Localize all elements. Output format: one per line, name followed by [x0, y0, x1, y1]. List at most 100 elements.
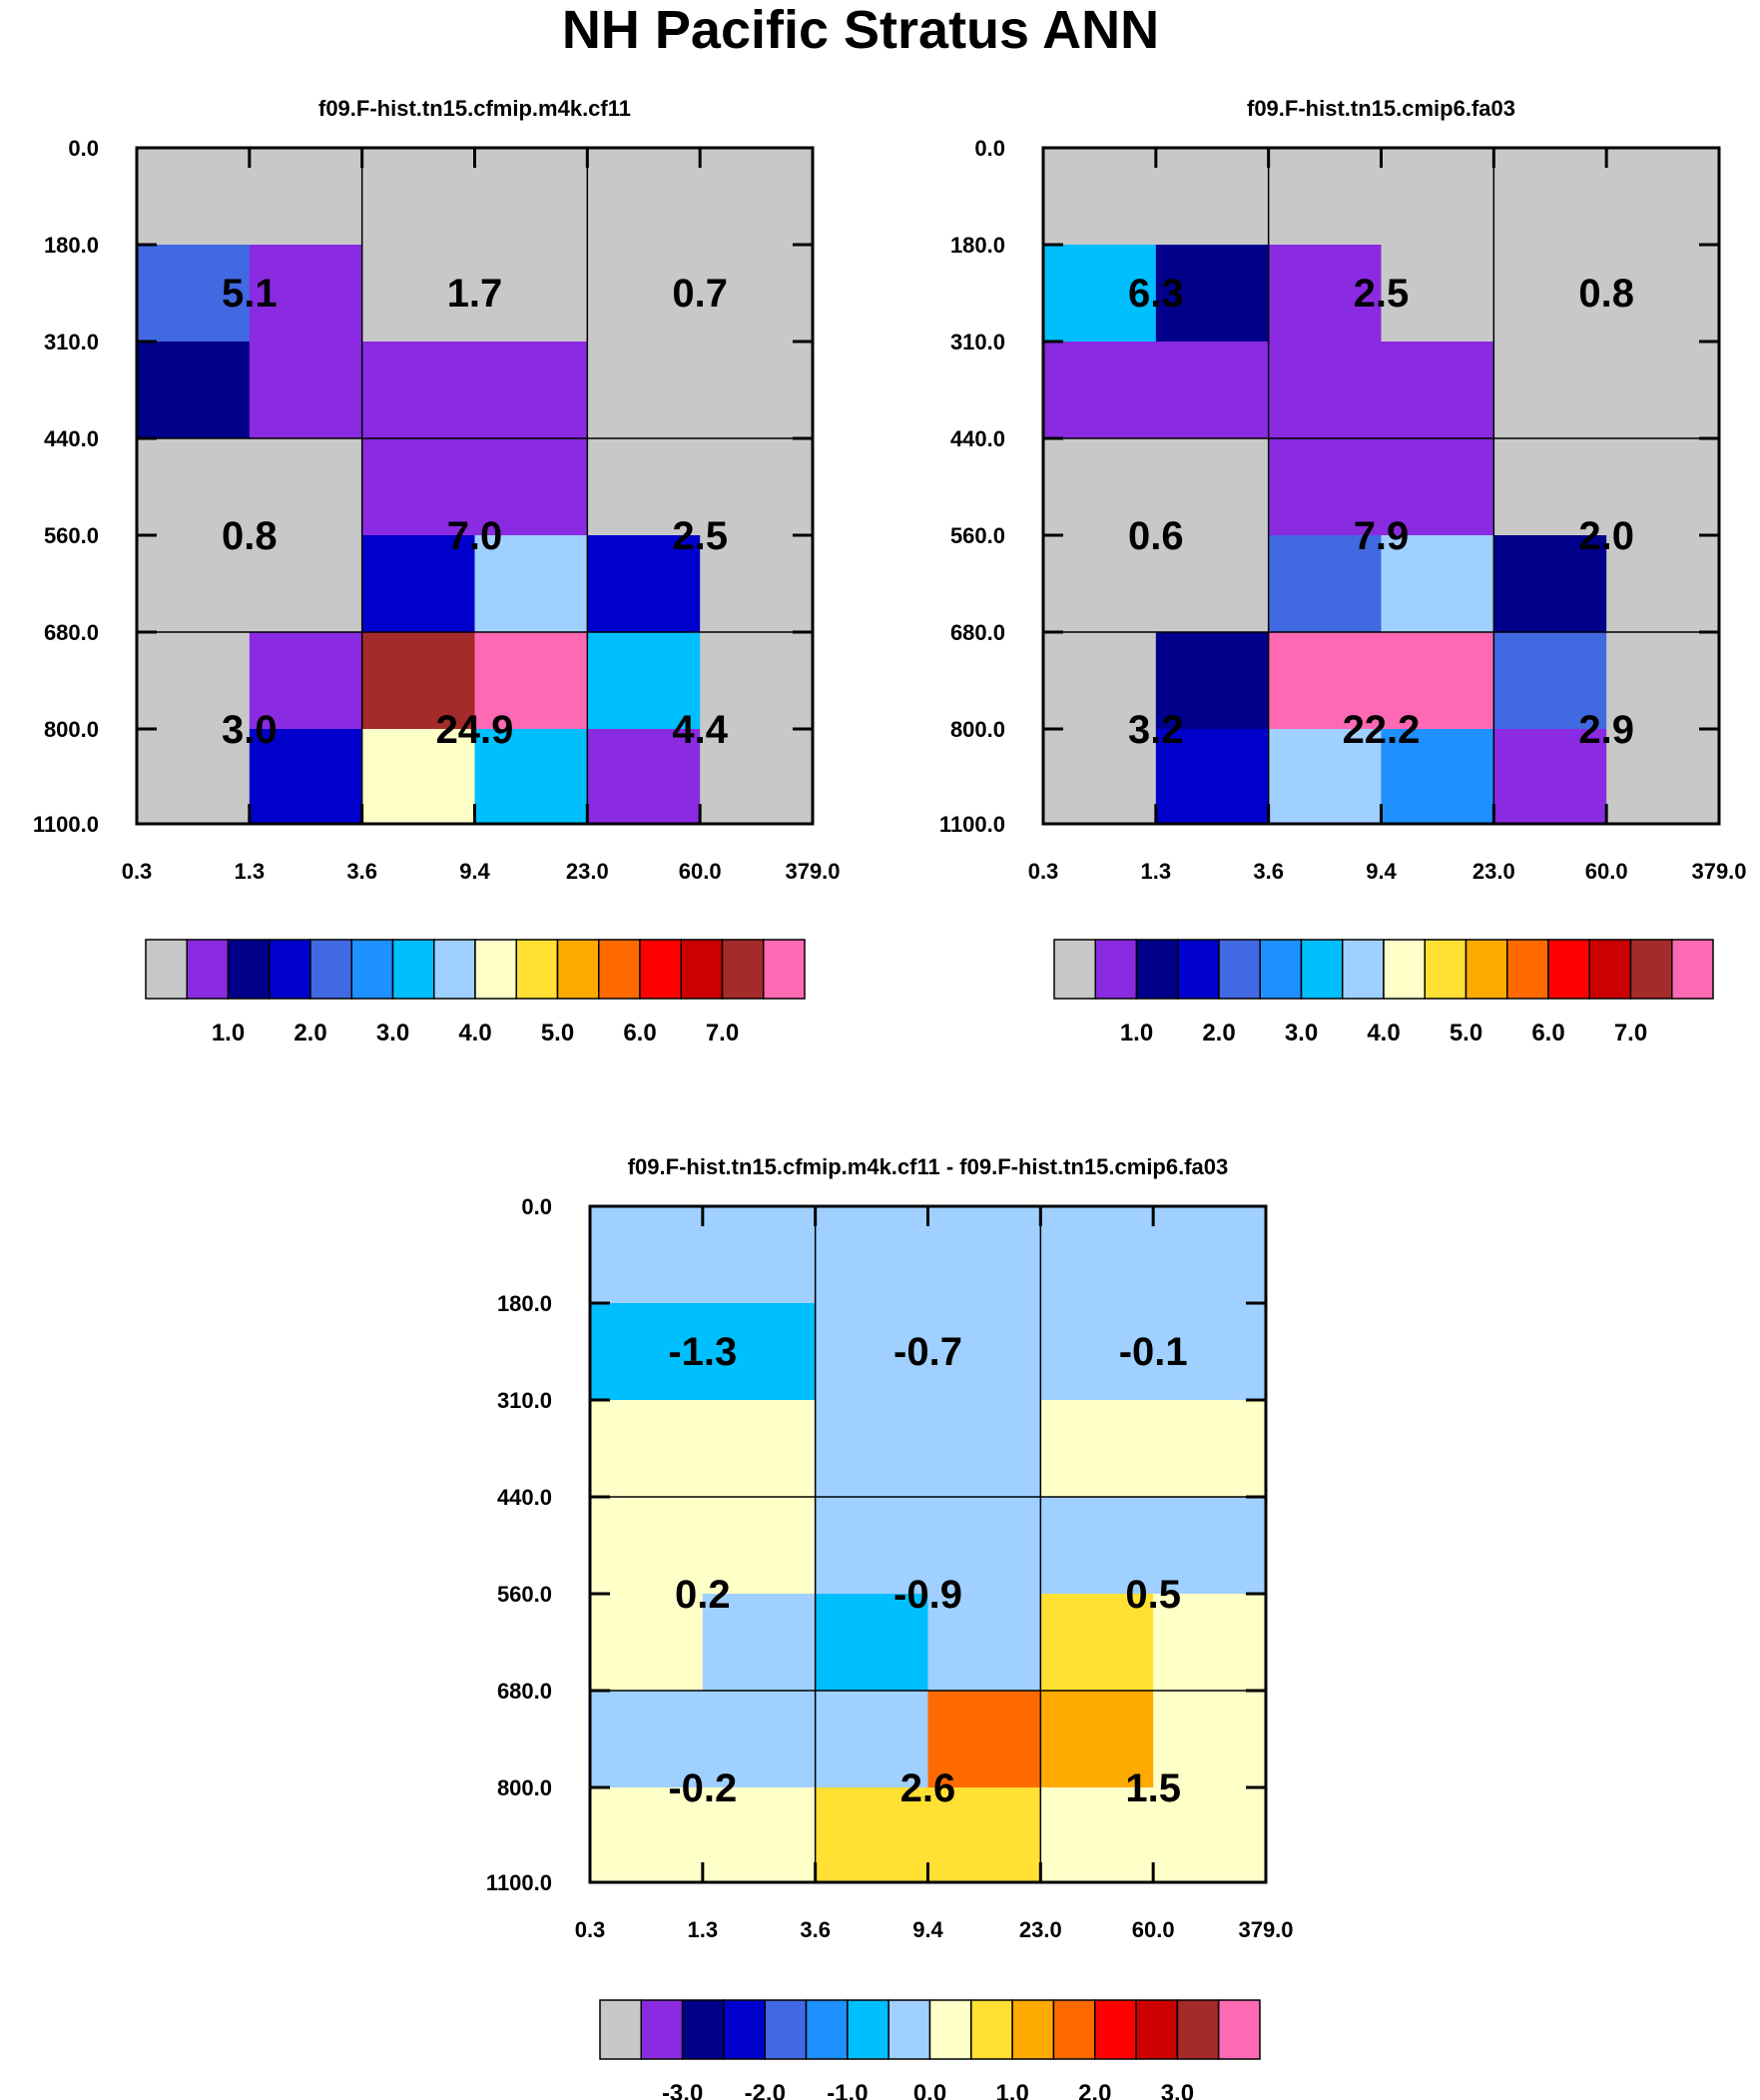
y-tick-label: 0.0: [974, 136, 1005, 161]
heatmap-cell: [927, 1497, 1041, 1595]
colorbar-swatch: [599, 1999, 643, 2060]
heatmap-cells: [137, 148, 814, 825]
heatmap-cell: [1493, 245, 1607, 343]
block-value: 4.4: [672, 708, 728, 752]
colorbar-label: 4.0: [458, 1020, 491, 1047]
colorbar-swatch: [847, 1999, 889, 2060]
block-value: 0.7: [672, 272, 728, 316]
heatmap-cell: [815, 1691, 929, 1788]
heatmap-cell: [700, 632, 814, 730]
heatmap-cell: [1155, 245, 1270, 343]
heatmap-cell: [700, 342, 814, 439]
heatmap-cell: [1381, 245, 1494, 343]
heatmap-cell: [1040, 1400, 1154, 1498]
heatmap-cell: [1381, 632, 1494, 730]
y-tick-label: 1100.0: [939, 812, 1005, 837]
colorbar: 1.0 2.0 3.0 4.0 5.0 6.0 7.0: [1053, 939, 1714, 1047]
colorbar-swatch: [350, 939, 394, 1000]
colorbar-swatch: [640, 1999, 684, 2060]
heatmap-cell: [1155, 342, 1270, 439]
colorbar-swatch: [1259, 939, 1303, 1000]
heatmap-cell: [1040, 1787, 1154, 1883]
x-tick-label: 3.6: [346, 859, 377, 884]
axes: 0.0 180.0 310.0 440.0 560.0 680.0 800.0 1100.0 0…: [33, 136, 841, 884]
y-tick-label: 560.0: [497, 1582, 552, 1607]
heatmap-cell: [700, 535, 814, 633]
heatmap-cell: [702, 1206, 817, 1304]
heatmap-cell: [361, 729, 476, 825]
panel-title: f09.F-hist.tn15.cmip6.fa03: [1247, 96, 1515, 121]
colorbar-label: -2.0: [745, 2080, 786, 2100]
y-tick-label: 800.0: [497, 1775, 552, 1800]
heatmap-cell: [1040, 1497, 1154, 1595]
block-grid: [590, 1206, 1266, 1882]
heatmap-cell: [702, 1303, 817, 1401]
heatmap-cell: [590, 1206, 704, 1304]
y-tick-label: 0.0: [521, 1194, 552, 1219]
x-tick-label: 379.0: [785, 859, 840, 884]
heatmap-cell: [137, 438, 251, 536]
colorbar-label: 7.0: [706, 1020, 739, 1047]
x-tick-label: 0.3: [575, 1917, 606, 1942]
colorbar-swatch: [1177, 939, 1220, 1000]
heatmap-cell: [587, 729, 701, 825]
block-value: 0.5: [1125, 1573, 1181, 1617]
block-value: -0.1: [1119, 1330, 1188, 1374]
heatmap-cell: [815, 1594, 929, 1692]
heatmap-cells: [1043, 148, 1720, 825]
heatmap-cell: [590, 1691, 704, 1788]
colorbar-swatch: [145, 939, 188, 1000]
colorbar-swatch: [887, 1999, 931, 2060]
heatmap-cell: [361, 342, 476, 439]
heatmap-cell: [1493, 438, 1607, 536]
y-tick-label: 440.0: [950, 426, 1005, 451]
heatmap-cell: [587, 245, 701, 343]
heatmap-cell: [927, 1594, 1041, 1692]
heatmap-cell: [815, 1497, 929, 1595]
heatmap-cell: [1040, 1206, 1154, 1304]
heatmap-cell: [1268, 535, 1383, 633]
heatmap-cell: [1381, 729, 1494, 825]
colorbar-label: 1.0: [1120, 1020, 1153, 1047]
y-tick-label: 1100.0: [33, 812, 99, 837]
block-value: 2.9: [1578, 708, 1634, 752]
heatmap-cell: [927, 1303, 1041, 1401]
y-tick-label: 310.0: [497, 1388, 552, 1413]
heatmap-cell: [474, 632, 588, 730]
colorbar-swatch: [681, 1999, 725, 2060]
block-value: 7.0: [447, 514, 503, 558]
heatmap-cell: [590, 1303, 704, 1401]
colorbar-label: -3.0: [662, 2080, 703, 2100]
colorbar-label: -1.0: [827, 2080, 868, 2100]
colorbar-label: 2.0: [293, 1020, 326, 1047]
block-value: 0.8: [1578, 272, 1634, 316]
block-value: -0.9: [893, 1573, 962, 1617]
heatmap-cell: [474, 535, 588, 633]
heatmap-cell: [587, 438, 701, 536]
y-tick-label: 180.0: [497, 1291, 552, 1316]
heatmap-cell: [249, 632, 363, 730]
x-tick-label: 1.3: [688, 1917, 719, 1942]
y-tick-label: 310.0: [44, 330, 99, 354]
block-value: 1.5: [1125, 1766, 1181, 1810]
heatmap-cell: [1381, 535, 1494, 633]
colorbar-swatch: [515, 939, 559, 1000]
heatmap-cell: [1268, 729, 1383, 825]
heatmap-cell: [1493, 729, 1607, 825]
heatmap-cell: [1493, 342, 1607, 439]
colorbar-swatch: [639, 939, 682, 1000]
heatmap-cell: [1043, 729, 1157, 825]
heatmap-cell: [587, 632, 701, 730]
y-tick-label: 440.0: [497, 1485, 552, 1510]
colorbar-swatch: [1465, 939, 1508, 1000]
heatmap-cell: [474, 729, 588, 825]
heatmap-cell: [1493, 148, 1607, 246]
colorbar-swatch: [309, 939, 352, 1000]
colorbar-swatch: [1052, 1999, 1096, 2060]
heatmap-cell: [700, 148, 814, 246]
x-tick-label: 23.0: [566, 859, 609, 884]
colorbar-label: 1.0: [212, 1020, 245, 1047]
colorbar-swatch: [805, 1999, 849, 2060]
heatmap-cell: [137, 148, 251, 246]
block-value: 2.5: [672, 514, 728, 558]
